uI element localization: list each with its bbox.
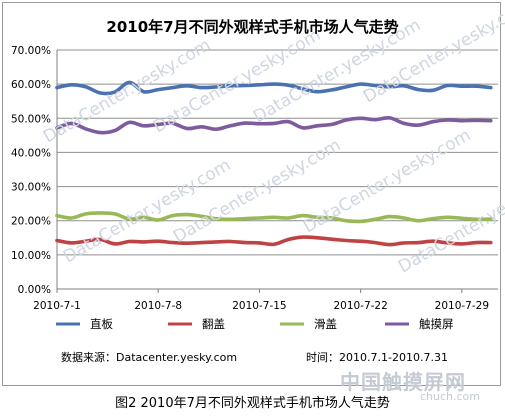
time-range-note: 时间：2010.7.1-2010.7.31: [306, 351, 448, 364]
y-tick-label: 0.00%: [18, 284, 51, 296]
y-tick-label: 60.00%: [11, 79, 51, 91]
source-note: 数据来源：Datacenter.yesky.com: [61, 351, 238, 364]
chart-title: 2010年7月不同外观样式手机市场人气走势: [106, 18, 399, 36]
series-line-3: [55, 211, 493, 224]
y-tick-label: 50.00%: [11, 113, 51, 125]
y-tick-label: 40.00%: [11, 147, 51, 159]
series-line-4: [55, 116, 493, 135]
x-tick-label: 2010-7-8: [134, 300, 182, 312]
series-line-2: [55, 235, 493, 247]
series-lines: [55, 80, 493, 247]
legend-label: 滑盖: [314, 317, 337, 331]
site-logo: 中国触摸屏网: [340, 370, 466, 394]
legend-label: 触摸屏: [419, 317, 454, 331]
chart-frame: [2, 2, 501, 386]
x-tick-label: 2010-7-1: [33, 300, 81, 312]
series-line-1: [55, 80, 493, 96]
x-tick-label: 2010-7-15: [232, 300, 286, 312]
y-tick-label: 70.00%: [11, 45, 51, 57]
x-tick-label: 2010-7-29: [435, 300, 489, 312]
y-tick-label: 30.00%: [11, 182, 51, 194]
legend: 直板 翻盖 滑盖 触摸屏: [56, 317, 454, 331]
legend-label: 翻盖: [202, 317, 225, 331]
y-tick-label: 10.00%: [11, 250, 51, 262]
axes: 0.00% 10.00% 20.00% 30.00% 40.00% 50.00% 60.00…: [11, 45, 498, 312]
x-tick-label: 2010-7-22: [333, 300, 387, 312]
legend-label: 直板: [90, 317, 113, 331]
y-tick-label: 20.00%: [11, 216, 51, 228]
figure-caption: 图2 2010年7月不同外观样式手机市场人气走势: [115, 396, 390, 411]
site-logo-url: chuch.com: [420, 390, 481, 403]
